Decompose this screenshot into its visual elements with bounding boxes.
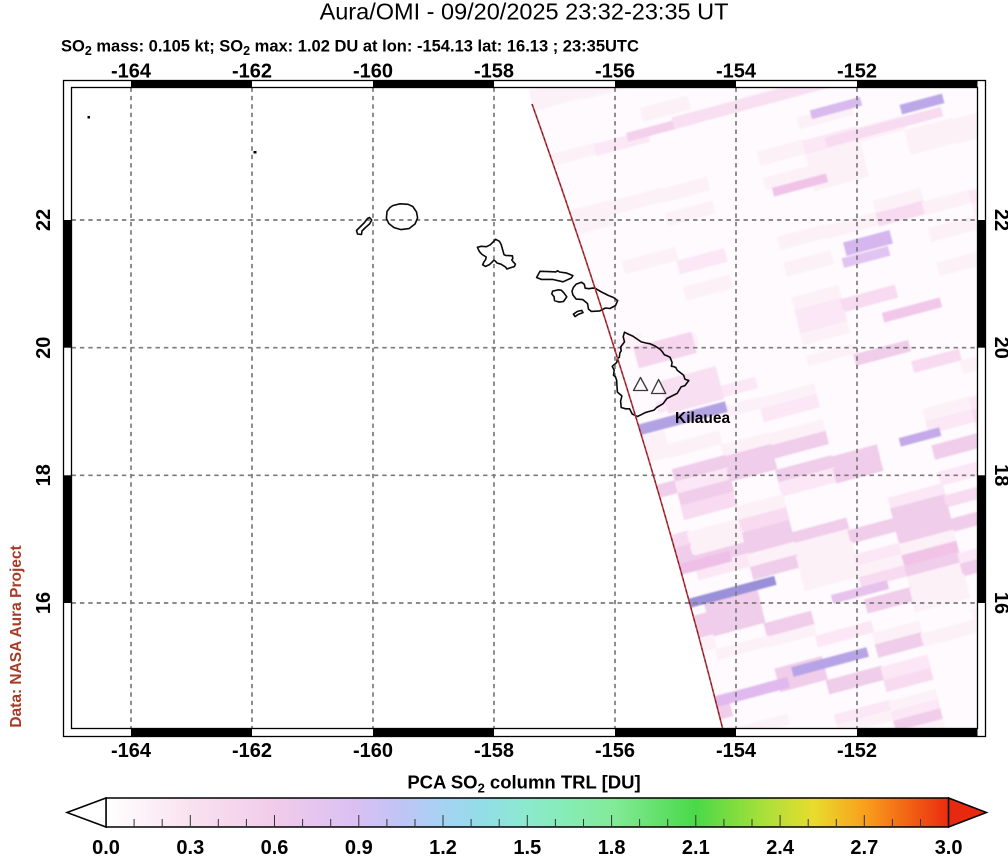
svg-text:-154: -154 — [716, 61, 757, 83]
svg-text:1.5: 1.5 — [513, 837, 541, 855]
svg-text:Data: NASA Aura Project: Data: NASA Aura Project — [8, 545, 25, 727]
svg-text:2.1: 2.1 — [682, 837, 710, 855]
svg-text:-162: -162 — [232, 740, 272, 762]
svg-text:22: 22 — [990, 209, 1008, 231]
svg-text:18: 18 — [33, 464, 55, 486]
svg-text:-164: -164 — [111, 740, 152, 762]
svg-text:2.4: 2.4 — [766, 837, 795, 855]
svg-text:-160: -160 — [353, 61, 393, 83]
svg-text:1.2: 1.2 — [429, 837, 457, 855]
svg-text:-154: -154 — [716, 740, 757, 762]
svg-text:-152: -152 — [837, 61, 877, 83]
svg-text:-156: -156 — [595, 61, 635, 83]
svg-text:0.0: 0.0 — [92, 837, 120, 855]
svg-text:16: 16 — [33, 592, 55, 614]
svg-text:-164: -164 — [111, 61, 152, 83]
svg-text:-162: -162 — [232, 61, 272, 83]
svg-text:18: 18 — [990, 464, 1008, 486]
svg-text:20: 20 — [33, 337, 55, 359]
svg-text:1.8: 1.8 — [598, 837, 626, 855]
svg-text:Aura/OMI - 09/20/2025 23:32-23: Aura/OMI - 09/20/2025 23:32-23:35 UT — [320, 0, 729, 25]
svg-text:0.3: 0.3 — [176, 837, 204, 855]
svg-text:SO2 mass: 0.105 kt; SO2 max: 1: SO2 mass: 0.105 kt; SO2 max: 1.02 DU at … — [61, 38, 639, 59]
svg-text:Kilauea: Kilauea — [675, 410, 731, 427]
svg-text:-158: -158 — [474, 740, 514, 762]
svg-text:16: 16 — [990, 592, 1008, 614]
svg-text:22: 22 — [33, 209, 55, 231]
svg-text:PCA SO2 column TRL [DU]: PCA SO2 column TRL [DU] — [407, 772, 640, 796]
svg-text:2.7: 2.7 — [850, 837, 878, 855]
svg-text:-156: -156 — [595, 740, 635, 762]
svg-text:-160: -160 — [353, 740, 393, 762]
svg-text:3.0: 3.0 — [935, 837, 963, 855]
svg-text:-158: -158 — [474, 61, 514, 83]
svg-text:20: 20 — [990, 337, 1008, 359]
svg-text:0.6: 0.6 — [261, 837, 289, 855]
svg-text:0.9: 0.9 — [345, 837, 373, 855]
svg-text:-152: -152 — [837, 740, 877, 762]
